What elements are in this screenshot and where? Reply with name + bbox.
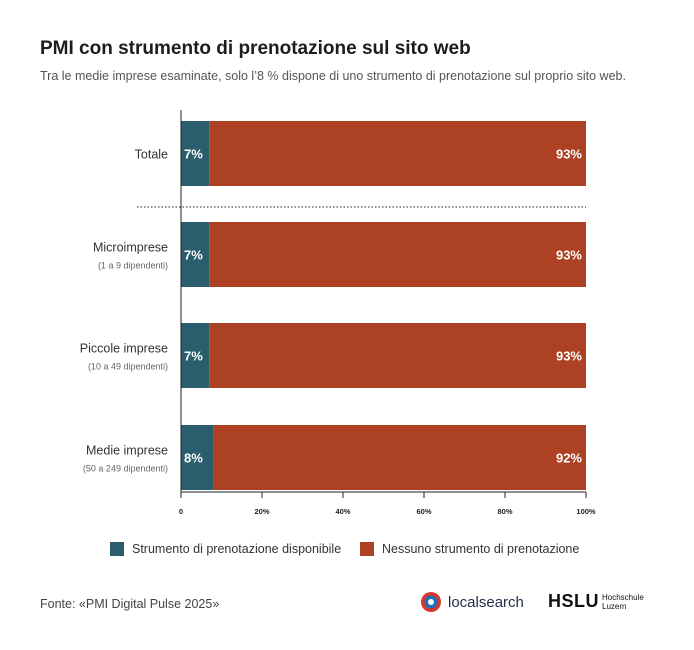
hslu-logo-sub-line2: Luzern bbox=[602, 601, 627, 611]
category-sublabel-2: (10 a 49 dipendenti) bbox=[88, 362, 168, 372]
category-label-2: Piccole imprese bbox=[80, 342, 168, 356]
data-label-2-1: 93% bbox=[556, 349, 582, 364]
bar-segment-1-0 bbox=[181, 222, 210, 287]
legend-item-none: Nessuno strumento di prenotazione bbox=[360, 542, 579, 556]
data-label-2-0: 7% bbox=[184, 349, 203, 364]
bar-segment-0-0 bbox=[181, 121, 210, 186]
category-label-1: Microimprese bbox=[93, 241, 168, 255]
hslu-logo: HSLU Hochschule Luzern bbox=[548, 591, 644, 612]
bar-segment-3-1 bbox=[213, 425, 586, 490]
legend-swatch-available bbox=[110, 542, 124, 556]
hslu-logo-main: HSLU bbox=[548, 591, 599, 611]
bar-segment-2-0 bbox=[181, 323, 210, 388]
data-label-3-1: 92% bbox=[556, 451, 582, 466]
x-tick-label-2: 40% bbox=[335, 507, 350, 516]
data-label-1-0: 7% bbox=[184, 248, 203, 263]
category-sublabel-1: (1 a 9 dipendenti) bbox=[98, 261, 168, 271]
data-label-0-1: 93% bbox=[556, 147, 582, 162]
legend-swatch-none bbox=[360, 542, 374, 556]
chart-title: PMI con strumento di prenotazione sul si… bbox=[40, 38, 471, 59]
data-label-1-1: 93% bbox=[556, 248, 582, 263]
legend-label-available: Strumento di prenotazione disponibile bbox=[132, 542, 342, 556]
legend-label-none: Nessuno strumento di prenotazione bbox=[382, 542, 580, 556]
bar-segment-2-1 bbox=[209, 323, 586, 388]
x-tick-label-5: 100% bbox=[576, 507, 596, 516]
source-note: Fonte: «PMI Digital Pulse 2025» bbox=[40, 597, 220, 611]
localsearch-logo-icon bbox=[421, 592, 441, 612]
localsearch-logo-text: localsearch bbox=[448, 593, 524, 611]
category-label-3: Medie imprese bbox=[86, 444, 168, 458]
data-label-0-0: 7% bbox=[184, 147, 203, 162]
legend-item-available: Strumento di prenotazione disponibile bbox=[110, 542, 341, 556]
x-tick-label-4: 80% bbox=[497, 507, 512, 516]
bar-chart: 7% 93% Totale 7% 93% Microimprese (1 a 9 dipen… bbox=[80, 110, 596, 516]
bar-segment-3-0 bbox=[181, 425, 214, 490]
x-tick-label-0: 0 bbox=[179, 507, 183, 516]
data-label-3-0: 8% bbox=[184, 451, 203, 466]
bar-segment-1-1 bbox=[209, 222, 586, 287]
bar-segment-0-1 bbox=[209, 121, 586, 186]
x-tick-label-1: 20% bbox=[254, 507, 269, 516]
hslu-logo-sub-line1: Hochschule bbox=[602, 592, 644, 602]
category-label-0: Totale bbox=[135, 148, 168, 162]
hslu-logo-sub: Hochschule Luzern bbox=[602, 593, 644, 611]
category-sublabel-3: (50 a 249 dipendenti) bbox=[83, 464, 168, 474]
localsearch-logo: localsearch bbox=[420, 591, 524, 613]
x-tick-label-3: 60% bbox=[416, 507, 431, 516]
chart-subtitle: Tra le medie imprese esaminate, solo l’8… bbox=[40, 69, 626, 83]
